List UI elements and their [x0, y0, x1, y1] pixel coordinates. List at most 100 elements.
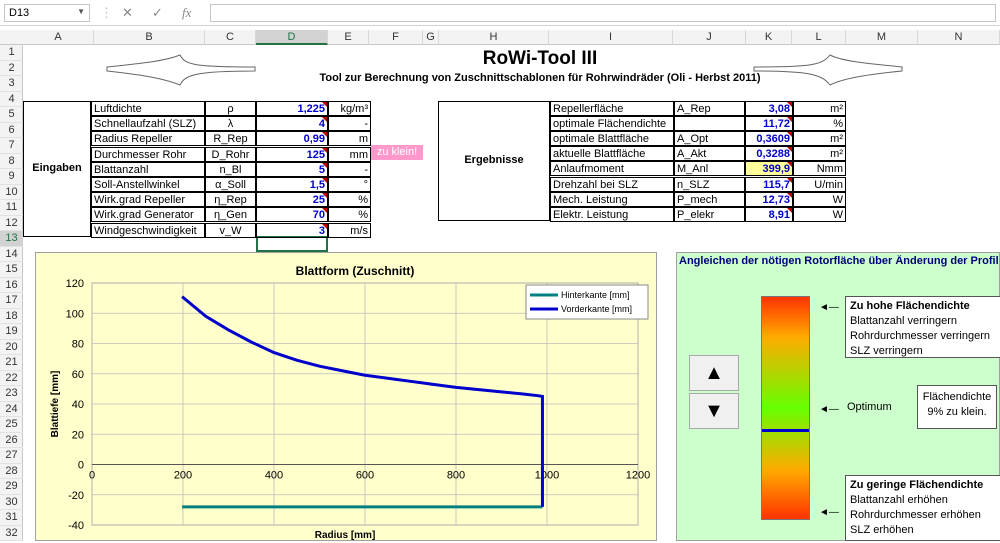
row-header[interactable]: 27	[0, 448, 23, 464]
input-symbol: η_Gen	[205, 207, 256, 223]
profile-sketch-right	[753, 54, 903, 86]
column-header[interactable]: A	[23, 30, 94, 45]
row-header[interactable]: 4	[0, 92, 23, 107]
input-value[interactable]: 70	[256, 207, 328, 223]
input-name: Luftdichte	[91, 101, 205, 116]
row-header[interactable]: 16	[0, 278, 23, 293]
formula-input[interactable]	[210, 4, 996, 22]
column-header[interactable]: J	[673, 30, 746, 45]
column-header[interactable]: F	[369, 30, 423, 45]
input-value[interactable]: 1,225	[256, 101, 328, 116]
y-tick-label: 60	[72, 369, 84, 381]
input-unit: %	[328, 192, 371, 208]
column-header[interactable]: C	[205, 30, 256, 45]
decrease-button[interactable]: ▼	[689, 393, 739, 429]
row-header[interactable]: 9	[0, 169, 23, 185]
row-header[interactable]: 26	[0, 433, 23, 448]
column-header[interactable]: K	[746, 30, 792, 45]
chevron-down-icon[interactable]: ▼	[77, 7, 85, 16]
row-header[interactable]: 6	[0, 123, 23, 138]
note-line: Rohrdurchmesser verringern	[850, 330, 990, 342]
column-header[interactable]: B	[94, 30, 205, 45]
x-tick-label: 800	[447, 470, 465, 482]
input-value[interactable]: 125	[256, 146, 328, 162]
x-tick-label: 400	[265, 470, 283, 482]
column-header[interactable]: G	[423, 30, 439, 45]
row-header[interactable]: 12	[0, 216, 23, 231]
result-unit: W	[793, 191, 846, 207]
y-tick-label: 40	[72, 399, 84, 411]
profile-sketch-left	[106, 54, 256, 86]
result-symbol: A_Akt	[674, 146, 745, 162]
note-line: SLZ verringern	[850, 345, 923, 357]
input-value[interactable]: 25	[256, 192, 328, 208]
note-too-low: Zu geringe Flächendichte Blattanzahl erh…	[845, 475, 1000, 541]
column-header[interactable]: D	[256, 30, 328, 45]
row-header[interactable]: 29	[0, 479, 23, 495]
column-header[interactable]: E	[328, 30, 369, 45]
row-header[interactable]: 23	[0, 386, 23, 402]
fx-icon[interactable]: fx	[182, 5, 192, 20]
cancel-icon[interactable]: ✕	[122, 5, 133, 20]
row-header[interactable]: 5	[0, 107, 23, 123]
row-header[interactable]: 11	[0, 200, 23, 216]
row-header[interactable]: 28	[0, 464, 23, 479]
row-header[interactable]: 8	[0, 154, 23, 169]
result-unit: m²	[793, 131, 846, 147]
column-header[interactable]: N	[918, 30, 1000, 45]
row-header[interactable]: 17	[0, 293, 23, 309]
row-header[interactable]: 24	[0, 402, 23, 417]
row-header[interactable]: 25	[0, 417, 23, 433]
input-name: Radius Repeller	[91, 131, 205, 147]
row-header[interactable]: 30	[0, 495, 23, 510]
input-unit: m/s	[328, 222, 371, 238]
row-header[interactable]: 18	[0, 309, 23, 324]
row-header[interactable]: 1	[0, 45, 23, 61]
column-header[interactable]: I	[549, 30, 673, 45]
input-value[interactable]: 0,99	[256, 131, 328, 147]
formula-bar: D13 ▼ ⋮ ✕ ✓ fx	[0, 0, 1000, 26]
result-value: 0,3288	[745, 146, 793, 162]
y-tick-label: -40	[68, 520, 84, 532]
y-tick-label: 20	[72, 429, 84, 441]
row-header[interactable]: 15	[0, 262, 23, 278]
input-name: Windgeschwindigkeit	[91, 222, 205, 238]
row-header[interactable]: 19	[0, 324, 23, 340]
blattform-chart[interactable]: 0 200 400 600 800 1000 1200 120 100 80 60 40 20 0 -20-…	[35, 252, 657, 541]
note-line: Blattanzahl erhöhen	[850, 494, 948, 506]
result-symbol: P_elekr	[674, 206, 745, 222]
result-name: Anlaufmoment	[550, 161, 674, 177]
input-symbol: α_Soll	[205, 177, 256, 192]
row-header[interactable]: 13	[0, 231, 23, 247]
row-header[interactable]: 32	[0, 526, 23, 541]
column-header[interactable]: L	[792, 30, 846, 45]
result-value: 12,73	[745, 191, 793, 207]
legend-entry: Hinterkante [mm]	[561, 290, 630, 300]
input-value[interactable]: 5	[256, 161, 328, 177]
input-value[interactable]: 1,5	[256, 177, 328, 192]
row-header[interactable]: 2	[0, 61, 23, 76]
row-header[interactable]: 14	[0, 247, 23, 262]
row-header[interactable]: 20	[0, 340, 23, 355]
column-header[interactable]: H	[439, 30, 549, 45]
input-unit: %	[328, 207, 371, 223]
column-header[interactable]: M	[846, 30, 918, 45]
row-header[interactable]: 31	[0, 510, 23, 526]
selected-cell[interactable]	[256, 236, 328, 252]
name-box[interactable]: D13 ▼	[4, 4, 90, 22]
input-value[interactable]: 3	[256, 222, 328, 238]
input-name: Blattanzahl	[91, 161, 205, 177]
y-tick-label: 120	[66, 278, 84, 290]
x-axis-label: Radius [mm]	[315, 530, 376, 540]
series-line-1	[181, 295, 544, 507]
row-header[interactable]: 21	[0, 355, 23, 371]
result-value: 11,72	[745, 116, 793, 132]
row-header[interactable]: 3	[0, 76, 23, 92]
note-line: SLZ erhöhen	[850, 524, 914, 536]
increase-button[interactable]: ▲	[689, 355, 739, 391]
row-header[interactable]: 22	[0, 371, 23, 386]
input-value[interactable]: 4	[256, 116, 328, 132]
row-header[interactable]: 7	[0, 138, 23, 154]
check-icon[interactable]: ✓	[152, 5, 163, 20]
row-header[interactable]: 10	[0, 185, 23, 200]
